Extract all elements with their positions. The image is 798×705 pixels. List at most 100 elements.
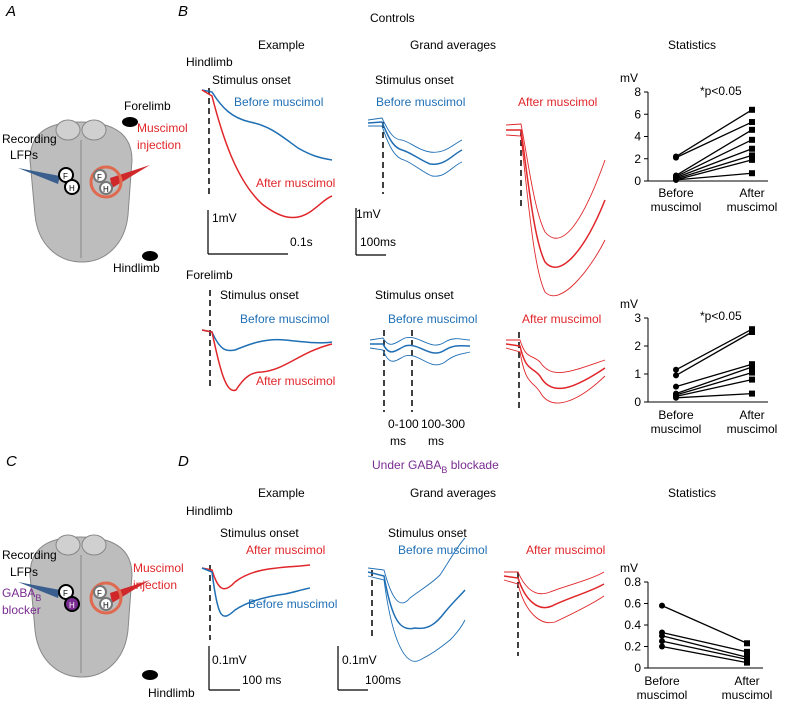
point-after xyxy=(744,640,750,647)
area-label: H xyxy=(103,601,109,610)
scale-label: 0.1mV xyxy=(212,653,247,667)
point-before xyxy=(673,372,679,379)
pair-line xyxy=(675,328,753,371)
point-after xyxy=(749,106,755,113)
scale-label: 100 ms xyxy=(242,673,281,687)
point-after xyxy=(749,376,755,383)
onset-label: Stimulus onset xyxy=(388,526,467,540)
trace-label: Before muscimol xyxy=(248,597,337,611)
area-label: H xyxy=(69,184,75,193)
pair-line xyxy=(675,392,753,399)
row-label: Forelimb xyxy=(186,268,233,282)
brain-label: Hindlimb xyxy=(113,261,160,275)
brain-label: Muscimol xyxy=(137,121,188,135)
pair-line xyxy=(675,148,753,179)
point-after xyxy=(749,156,755,163)
brain-label-sub: B xyxy=(35,593,41,603)
point-before xyxy=(659,638,665,645)
y-tick-label: 0.4 xyxy=(624,618,641,632)
scale-label: 100ms xyxy=(365,673,401,687)
y-tick-label: 2 xyxy=(634,152,641,166)
point-before xyxy=(659,602,665,609)
row-label: Hindlimb xyxy=(186,504,233,518)
traces-forelimb xyxy=(201,290,606,412)
area-label: H xyxy=(103,185,109,194)
point-before xyxy=(673,154,679,161)
y-axis-label: mV xyxy=(620,561,638,575)
point-after xyxy=(749,152,755,159)
brain-label: LFPs xyxy=(10,148,38,162)
pair-line xyxy=(675,378,753,398)
point-after xyxy=(749,136,755,143)
y-tick-label: 8 xyxy=(634,85,641,99)
brain-label: Muscimol xyxy=(133,561,184,575)
annotation: *p<0.05 xyxy=(700,309,742,323)
pair-line xyxy=(675,366,753,395)
point-before xyxy=(659,632,665,639)
window-label: 0-100 xyxy=(388,417,419,431)
onset-label: Stimulus onset xyxy=(375,73,454,87)
y-tick-label: 1 xyxy=(634,367,641,381)
point-after xyxy=(749,119,755,126)
section-title-part: blockade xyxy=(447,458,499,472)
y-tick-label: 0.2 xyxy=(624,640,641,654)
y-tick-label: 4 xyxy=(634,130,641,144)
point-before xyxy=(673,394,679,401)
y-tick-label: 6 xyxy=(634,107,641,121)
panel-letter: C xyxy=(6,453,17,470)
row-label: Hindlimb xyxy=(186,55,233,69)
section-title-sub: B xyxy=(441,465,447,475)
brain-label: blocker xyxy=(2,603,41,617)
point-before xyxy=(659,643,665,650)
point-before xyxy=(673,383,679,390)
panel-letter: D xyxy=(178,453,189,470)
x-tick-label: After muscimol xyxy=(726,408,778,436)
point-before xyxy=(673,366,679,373)
area-label: H xyxy=(69,601,75,610)
column-title: Grand averages xyxy=(410,486,496,500)
trace-label: Before muscimol xyxy=(398,543,487,557)
trace-label: Before muscimol xyxy=(388,312,477,326)
pair-line xyxy=(661,605,748,644)
onset-label: Stimulus onset xyxy=(220,288,299,302)
point-after xyxy=(749,369,755,376)
trace-label: After muscimol xyxy=(246,543,325,557)
point-after xyxy=(744,659,750,666)
window-label: 100-300 xyxy=(421,417,465,431)
traces-gaba xyxy=(201,537,605,691)
x-tick-label: Before muscimol xyxy=(650,186,702,214)
section-title: Controls xyxy=(370,11,415,25)
window-label: ms xyxy=(428,434,444,448)
pair-line xyxy=(675,371,753,396)
pair-line xyxy=(661,631,748,653)
pair-line xyxy=(675,363,753,388)
area-label: F xyxy=(63,172,68,181)
point-after xyxy=(749,329,755,335)
window-label: ms xyxy=(390,434,406,448)
scale-label: 100ms xyxy=(360,235,396,249)
pair-line xyxy=(675,172,753,181)
onset-label: Stimulus onset xyxy=(375,288,454,302)
scale-label: 0.1mV xyxy=(342,653,377,667)
pair-line xyxy=(675,129,753,176)
y-axis-label: mV xyxy=(620,297,638,311)
brain-label: injection xyxy=(133,578,177,592)
brain-label: GABAB xyxy=(2,586,41,603)
y-tick-label: 3 xyxy=(634,311,641,325)
trace-label: After muscimol xyxy=(256,176,335,190)
area-label: F xyxy=(97,173,102,182)
y-tick-label: 0 xyxy=(634,395,641,409)
y-tick-label: 0 xyxy=(634,661,641,675)
brain-label: GABA xyxy=(2,586,35,600)
point-after xyxy=(749,390,755,397)
pair-line xyxy=(675,159,753,181)
point-before xyxy=(673,176,679,183)
pair-line xyxy=(675,121,753,159)
point-after xyxy=(749,126,755,133)
onset-label: Stimulus onset xyxy=(220,526,299,540)
x-tick-label: Before muscimol xyxy=(636,674,688,702)
point-after xyxy=(744,656,750,663)
pair-line xyxy=(661,640,748,661)
